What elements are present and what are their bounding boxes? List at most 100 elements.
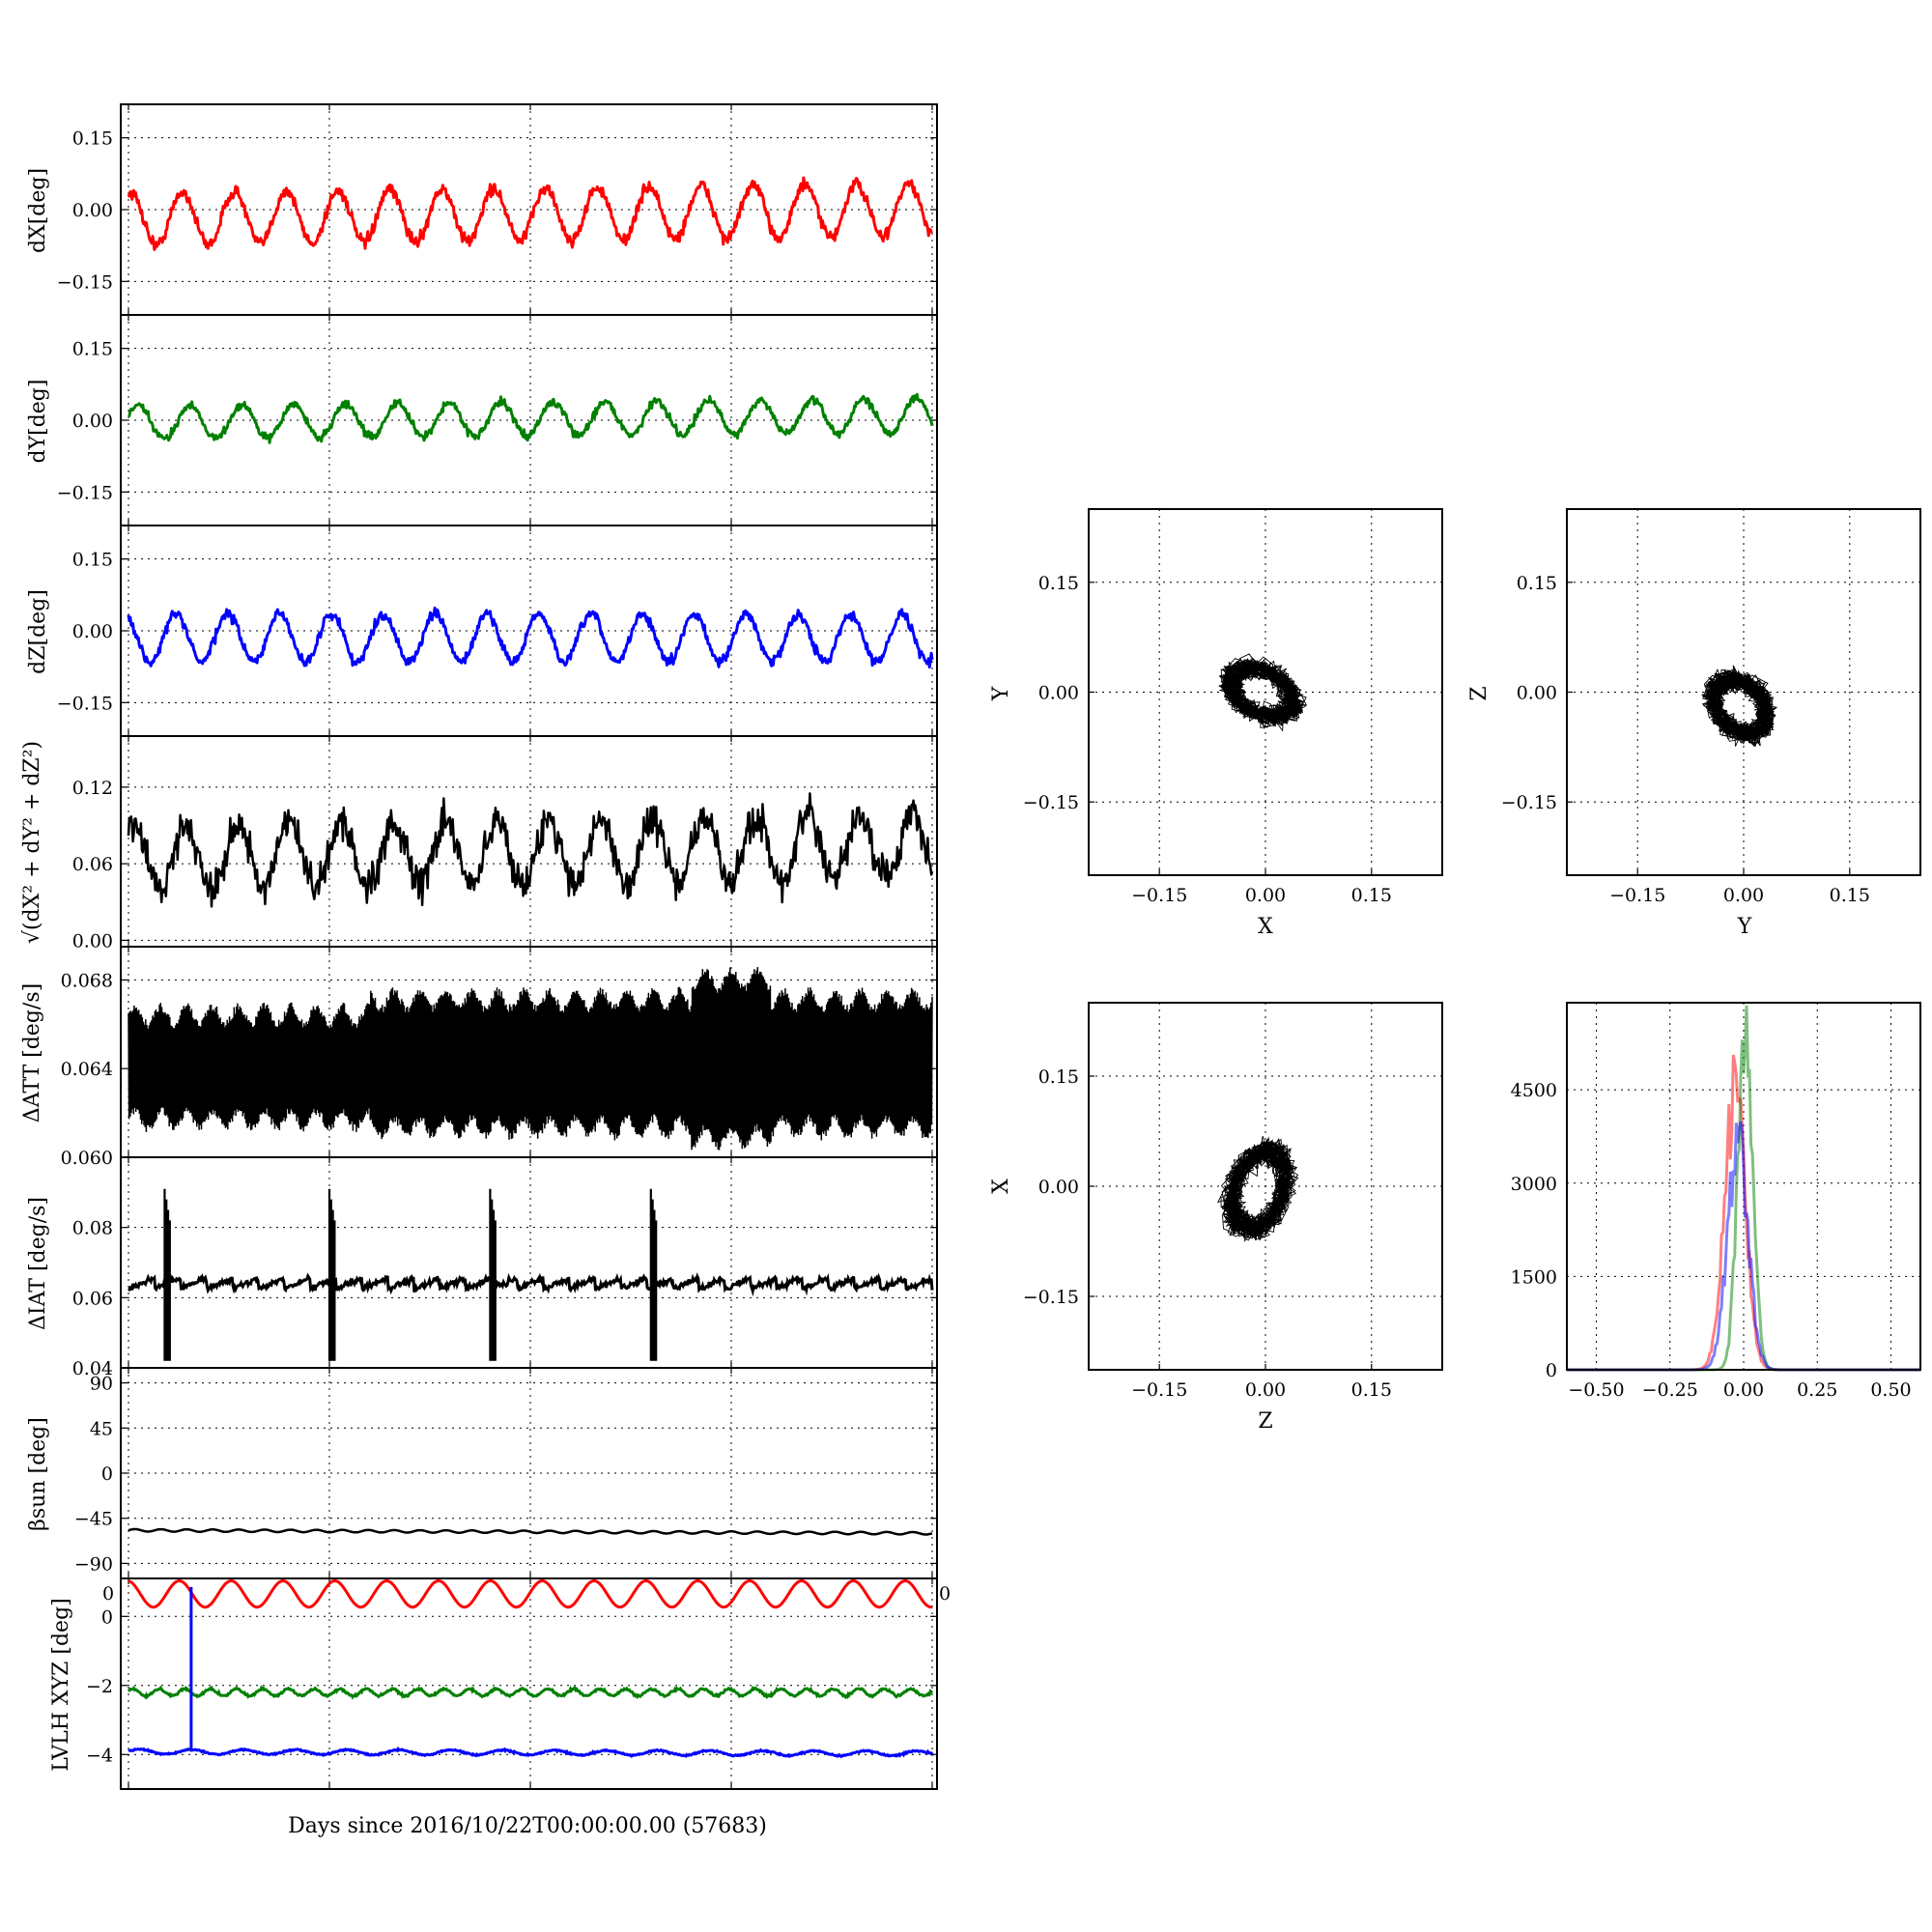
xtick-label-zx: 0.15 [1351, 1379, 1392, 1401]
ytick-label-dZ: 0.00 [72, 621, 113, 642]
ylabel-beta-sun: βsun [deg] [26, 1417, 50, 1531]
ytick-label-beta: −45 [74, 1509, 113, 1530]
ylabel-dz: dZ[deg] [26, 589, 50, 674]
frame-yz [1566, 508, 1921, 876]
ytick-label-dIAT: 0.06 [72, 1288, 113, 1309]
series-line-lvlh-Z [128, 1746, 934, 1759]
frame-hist [1566, 1002, 1921, 1371]
ytick-label-dY: 0.00 [72, 411, 113, 432]
panel-magnitude: 0.12 0.06 0.00 [72, 735, 938, 952]
series-group-lvlh [127, 1578, 934, 1759]
ytick-label-dIAT: 0.04 [72, 1358, 113, 1379]
ytick-label-beta: 0 [101, 1463, 113, 1485]
panel-dx: 0.15 0.00 −0.15 [57, 103, 938, 316]
scatter-zx-ylabel: X [989, 1179, 1013, 1194]
xtick-label-hist: −0.25 [1642, 1379, 1698, 1401]
series-line-dATT [128, 967, 933, 1151]
trajectory-zx [1216, 1135, 1299, 1242]
xtick-label-hist: 0.50 [1870, 1379, 1911, 1401]
ytick-label-lvlh: −4 [86, 1745, 113, 1766]
x-axis-label: Days since 2016/10/22T00:00:00.00 (57683… [288, 1814, 767, 1838]
xtick-label-zx: −0.15 [1131, 1379, 1187, 1401]
ytick-label-yz: 0.00 [1517, 683, 1557, 704]
ytick-label-dZ: 0.15 [72, 550, 113, 571]
xtick-label-xy: −0.15 [1131, 885, 1187, 906]
series-line-dY [128, 392, 934, 444]
xtick-label-zx: 0.00 [1245, 1379, 1286, 1401]
panel-delta-iat: 0.08 0.06 0.04 [72, 1156, 938, 1379]
series-group-beta [128, 1527, 933, 1536]
xtick-label-yz: 0.00 [1723, 885, 1764, 906]
frame-zx [1088, 1002, 1443, 1371]
series-group-dZ [127, 606, 934, 669]
ytick-label-xy: 0.00 [1038, 683, 1079, 704]
ytick-label-dX: 0.15 [72, 128, 113, 150]
histogram-panel: −0.50 −0.25 0.00 0.25 0.50 0 1500 3000 4500 [1511, 1002, 1921, 1401]
lvlh-corner-tick-left: 0 [102, 1583, 114, 1605]
trajectory-xy [1218, 653, 1308, 732]
series-line-lvlh-X [128, 1578, 933, 1609]
series-line-mag [127, 792, 934, 908]
series-line-lvlh-Y [127, 1685, 934, 1700]
ytick-label-dIAT: 0.08 [72, 1218, 113, 1239]
trajectory-yz [1700, 665, 1778, 748]
scatter-zx-xlabel: Z [1258, 1409, 1272, 1434]
scatter-xy: −0.15 0.00 0.15 0.15 0.00 −0.15 [1023, 508, 1443, 906]
ytick-label-dATT: 0.068 [61, 970, 113, 991]
series-line-beta [128, 1527, 933, 1536]
series-group-mag [127, 792, 934, 908]
ytick-label-beta: 90 [90, 1374, 113, 1395]
ytick-label-hist: 0 [1546, 1360, 1557, 1381]
ytick-label-zx: 0.00 [1038, 1177, 1079, 1198]
ylabel-dx: dX[deg] [26, 168, 50, 253]
xtick-label-xy: 0.15 [1351, 885, 1392, 906]
ytick-label-mag: 0.00 [72, 930, 113, 952]
ytick-label-dZ: −0.15 [57, 693, 113, 714]
xtick-label-xy: 0.00 [1245, 885, 1286, 906]
panel-lvlh-xyz: 0 −2 −4 [86, 1577, 938, 1790]
panel-beta-sun: 90 45 0 −45 −90 [74, 1367, 938, 1579]
ytick-label-yz: 0.15 [1517, 573, 1557, 594]
panel-dy: 0.15 0.00 −0.15 [57, 314, 938, 526]
ytick-label-dY: 0.15 [72, 339, 113, 360]
ylabel-dy: dY[deg] [26, 380, 50, 464]
scatter-yz-xlabel: Y [1737, 915, 1752, 939]
ylabel-magnitude: √(dX² + dY² + dZ²) [20, 741, 44, 944]
lvlh-corner-tick-right: 0 [939, 1583, 951, 1605]
series-group-dY [128, 392, 934, 444]
ytick-label-dATT: 0.064 [61, 1059, 113, 1080]
series-line-dIAT [128, 1271, 934, 1297]
series-line-dX [127, 176, 933, 251]
series-group-dX [127, 176, 933, 251]
ytick-label-dX: 0.00 [72, 200, 113, 221]
ytick-label-hist: 4500 [1511, 1080, 1557, 1101]
xtick-label-yz: 0.15 [1830, 885, 1870, 906]
ytick-label-dX: −0.15 [57, 271, 113, 293]
ytick-label-hist: 1500 [1511, 1266, 1557, 1288]
ytick-label-xy: −0.15 [1023, 792, 1079, 813]
ytick-label-beta: −90 [74, 1553, 113, 1575]
ytick-label-zx: 0.15 [1038, 1066, 1079, 1088]
scatter-yz-ylabel: Z [1467, 686, 1492, 700]
ytick-label-lvlh: 0 [101, 1606, 113, 1628]
scatter-zx: −0.15 0.00 0.15 0.15 0.00 −0.15 [1023, 1002, 1443, 1401]
ytick-label-yz: −0.15 [1501, 792, 1557, 813]
ylabel-delta-iat: ΔIAT [deg/s] [26, 1197, 50, 1330]
xtick-label-hist: −0.50 [1568, 1379, 1624, 1401]
series-group-dATT [128, 967, 933, 1151]
ylabel-lvlh: LVLH XYZ [deg] [49, 1598, 73, 1772]
ylabel-delta-att: ΔATT [deg/s] [20, 983, 44, 1122]
ytick-label-zx: −0.15 [1023, 1287, 1079, 1308]
scatter-yz: −0.15 0.00 0.15 0.15 0.00 −0.15 [1501, 508, 1921, 906]
xtick-label-hist: 0.25 [1797, 1379, 1837, 1401]
ytick-label-mag: 0.12 [72, 778, 113, 799]
ytick-label-mag: 0.06 [72, 854, 113, 875]
ytick-label-hist: 3000 [1511, 1174, 1557, 1195]
ytick-label-dY: −0.15 [57, 482, 113, 503]
xtick-label-hist: 0.00 [1723, 1379, 1764, 1401]
ytick-label-beta: 45 [90, 1418, 113, 1439]
xtick-label-yz: −0.15 [1609, 885, 1665, 906]
scatter-xy-ylabel: Y [989, 686, 1013, 701]
series-group-dIAT [128, 1188, 934, 1361]
